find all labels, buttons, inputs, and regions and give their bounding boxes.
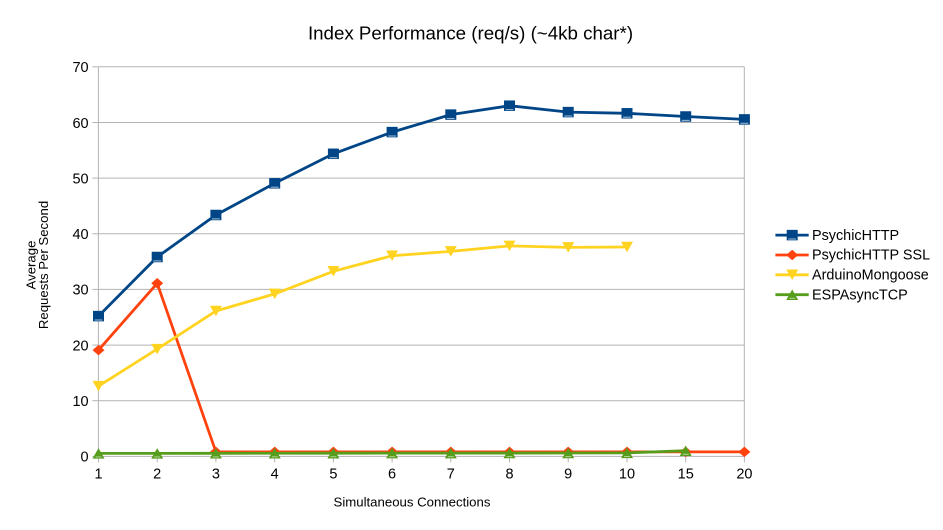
svg-text:3: 3 <box>212 467 220 483</box>
svg-text:Requests Per Second: Requests Per Second <box>36 201 51 329</box>
svg-text:ArduinoMongoose: ArduinoMongoose <box>812 267 929 283</box>
svg-text:1: 1 <box>94 467 102 483</box>
svg-text:60: 60 <box>72 116 88 132</box>
svg-text:2: 2 <box>153 467 161 483</box>
svg-text:6: 6 <box>388 467 396 483</box>
svg-text:0: 0 <box>81 450 89 466</box>
svg-text:30: 30 <box>72 283 88 299</box>
svg-text:5: 5 <box>329 467 337 483</box>
svg-text:40: 40 <box>72 227 88 243</box>
svg-text:7: 7 <box>447 467 455 483</box>
svg-text:8: 8 <box>505 467 513 483</box>
svg-text:Average: Average <box>23 241 38 290</box>
svg-text:Simultaneous Connections: Simultaneous Connections <box>334 495 491 510</box>
svg-text:10: 10 <box>619 467 635 483</box>
svg-text:20: 20 <box>736 467 752 483</box>
svg-text:20: 20 <box>72 338 88 354</box>
svg-text:ESPAsyncTCP: ESPAsyncTCP <box>812 287 908 303</box>
svg-text:50: 50 <box>72 171 88 187</box>
svg-text:4: 4 <box>271 467 279 483</box>
svg-text:70: 70 <box>72 60 88 76</box>
svg-text:9: 9 <box>564 467 572 483</box>
svg-text:PsychicHTTP SSL: PsychicHTTP SSL <box>812 248 930 264</box>
svg-text:10: 10 <box>72 394 88 410</box>
svg-text:Index Performance (req/s) (~4k: Index Performance (req/s) (~4kb char*) <box>308 23 633 44</box>
svg-text:PsychicHTTP: PsychicHTTP <box>812 228 899 244</box>
svg-text:15: 15 <box>678 467 694 483</box>
